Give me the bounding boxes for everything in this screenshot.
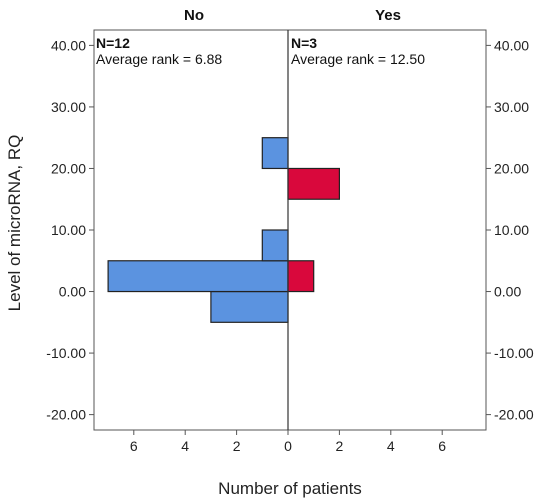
x-axis-title: Number of patients — [218, 479, 362, 498]
y-tick-label-right: -20.00 — [494, 407, 534, 423]
histogram-bar-no — [210, 290, 289, 323]
x-tick-label-right: 6 — [438, 438, 446, 454]
histogram-bar-no — [107, 260, 289, 293]
histogram-bar-yes — [287, 167, 341, 200]
y-axis-left: 40.00 30.00 20.00 10.00 0.00 -10.00 -20.00 — [46, 37, 94, 423]
x-tick-label-left: 6 — [130, 438, 138, 454]
x-axis: 6 4 2 0 2 4 6 — [130, 430, 446, 454]
plot-frame-left — [93, 29, 289, 431]
y-tick-label-left: 10.00 — [51, 222, 86, 238]
histogram-bar-yes — [287, 260, 315, 293]
y-tick-label-left: 0.00 — [59, 284, 86, 300]
x-tick-label-right: 2 — [336, 438, 344, 454]
plot-frame-right — [287, 29, 487, 431]
x-tick-label-left: 0 — [284, 438, 292, 454]
y-tick-label-right: 30.00 — [494, 99, 529, 115]
y-tick-label-right: 40.00 — [494, 37, 529, 53]
y-tick-label-right: -10.00 — [494, 345, 534, 361]
rank-label-yes: Average rank = 12.50 — [291, 51, 425, 67]
rank-label-no: Average rank = 6.88 — [96, 51, 222, 67]
y-axis-title: Level of microRNA, RQ — [5, 135, 24, 312]
y-axis-right: 40.00 30.00 20.00 10.00 0.00 -10.00 -20.00 — [486, 37, 534, 423]
x-tick-label-left: 2 — [233, 438, 241, 454]
n-label-yes: N=3 — [291, 35, 317, 51]
histogram-bar-no — [261, 137, 289, 170]
y-tick-label-left: -20.00 — [46, 407, 86, 423]
x-tick-label-left: 4 — [181, 438, 189, 454]
y-tick-label-right: 20.00 — [494, 160, 529, 176]
y-tick-label-left: 20.00 — [51, 160, 86, 176]
x-tick-label-right: 4 — [387, 438, 395, 454]
panel-title-yes: Yes — [375, 7, 401, 24]
y-tick-label-left: 30.00 — [51, 99, 86, 115]
y-tick-label-left: 40.00 — [51, 37, 86, 53]
y-tick-label-left: -10.00 — [46, 345, 86, 361]
histogram-bars — [107, 30, 341, 430]
histogram-bar-no — [261, 229, 289, 262]
n-label-no: N=12 — [96, 35, 130, 51]
panel-title-no: No — [184, 7, 204, 24]
y-tick-label-right: 10.00 — [494, 222, 529, 238]
y-tick-label-right: 0.00 — [494, 284, 521, 300]
